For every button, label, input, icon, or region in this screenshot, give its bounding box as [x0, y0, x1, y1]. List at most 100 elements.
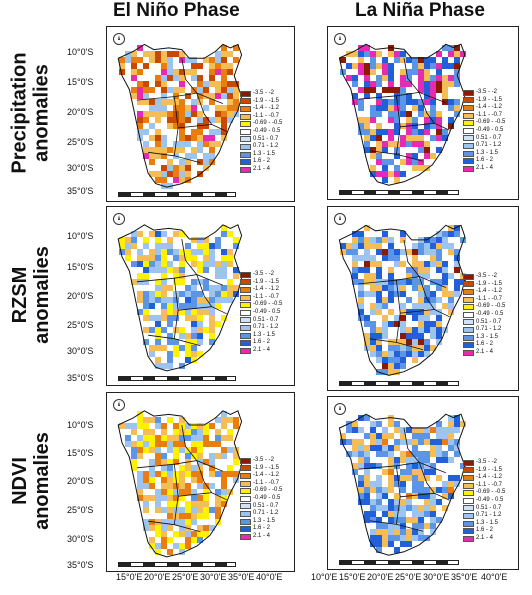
raster-cell: [424, 535, 430, 541]
legend-label: -3.5 - -2: [476, 89, 498, 95]
raster-cell: [412, 357, 418, 363]
raster-cell: [400, 297, 406, 303]
lat-label: 30°0'S: [67, 346, 94, 356]
raster-cell: [185, 285, 191, 291]
raster-cell: [424, 165, 430, 171]
raster-cell: [370, 135, 376, 141]
country-border: [358, 91, 446, 104]
raster-cell: [394, 451, 400, 457]
raster-cell: [448, 117, 454, 123]
raster-cell: [442, 117, 448, 123]
raster-cell: [364, 451, 370, 457]
raster-cell: [406, 153, 412, 159]
raster-cell: [412, 529, 418, 535]
raster-cell: [448, 249, 454, 255]
raster-cell: [412, 427, 418, 433]
legend-item: 0.51 - 0.7: [463, 505, 505, 513]
raster-cell: [436, 487, 442, 493]
raster-cell: [173, 261, 179, 267]
raster-cell: [179, 231, 185, 237]
raster-cell: [215, 111, 221, 117]
raster-cell: [179, 549, 185, 555]
raster-cell: [394, 523, 400, 529]
raster-cell: [382, 51, 388, 57]
raster-cell: [179, 249, 185, 255]
raster-cell: [442, 427, 448, 433]
raster-cell: [454, 415, 460, 421]
raster-cell: [179, 75, 185, 81]
raster-cell: [221, 267, 227, 273]
raster-cell: [418, 457, 424, 463]
raster-cell: [364, 261, 370, 267]
raster-cell: [400, 427, 406, 433]
raster-cell: [364, 309, 370, 315]
raster-cell: [406, 267, 412, 273]
raster-cell: [149, 99, 155, 105]
lat-label: 20°0'S: [67, 291, 94, 301]
raster-cell: [143, 303, 149, 309]
scale-bar: [118, 192, 236, 197]
raster-cell: [412, 487, 418, 493]
raster-cell: [418, 529, 424, 535]
raster-cell: [173, 489, 179, 495]
map-raster: [338, 413, 466, 556]
raster-cell: [424, 123, 430, 129]
raster-cell: [406, 57, 412, 63]
raster-cell: [394, 105, 400, 111]
raster-cell: [358, 469, 364, 475]
scale-bar: [339, 190, 459, 195]
legend-swatch: [240, 166, 251, 173]
raster-cell: [424, 487, 430, 493]
raster-cell: [430, 463, 436, 469]
lat-label: 15°0'S: [67, 262, 94, 272]
raster-cell: [400, 111, 406, 117]
raster-cell: [173, 249, 179, 255]
raster-cell: [227, 285, 233, 291]
raster-cell: [442, 93, 448, 99]
raster-cell: [215, 147, 221, 153]
raster-cell: [340, 237, 346, 243]
raster-cell: [424, 111, 430, 117]
raster-cell: [137, 429, 143, 435]
raster-cell: [382, 541, 388, 547]
raster-cell: [358, 267, 364, 273]
raster-cell: [370, 105, 376, 111]
raster-cell: [388, 177, 394, 183]
raster-cell: [137, 471, 143, 477]
legend-swatch: [240, 294, 251, 301]
raster-cell: [370, 267, 376, 273]
raster-cell: [209, 297, 215, 303]
raster-cell: [352, 469, 358, 475]
raster-cell: [376, 165, 382, 171]
raster-cell: [412, 147, 418, 153]
raster-cell: [227, 267, 233, 273]
raster-cell: [406, 469, 412, 475]
raster-cell: [227, 417, 233, 423]
raster-cell: [424, 81, 430, 87]
raster-cell: [418, 427, 424, 433]
raster-cell: [149, 243, 155, 249]
raster-cell: [436, 315, 442, 321]
raster-cell: [442, 445, 448, 451]
raster-cell: [197, 141, 203, 147]
raster-cell: [221, 459, 227, 465]
raster-cell: [119, 429, 125, 435]
raster-cell: [430, 339, 436, 345]
raster-cell: [155, 159, 161, 165]
raster-cell: [191, 279, 197, 285]
raster-cell: [155, 69, 161, 75]
raster-cell: [179, 129, 185, 135]
raster-cell: [203, 81, 209, 87]
raster-cell: [406, 427, 412, 433]
raster-cell: [125, 261, 131, 267]
legend-item: 2.1 - 4: [240, 166, 282, 174]
raster-cell: [430, 57, 436, 63]
raster-cell: [173, 135, 179, 141]
raster-cell: [197, 117, 203, 123]
raster-cell: [179, 315, 185, 321]
raster-cell: [430, 327, 436, 333]
raster-cell: [155, 357, 161, 363]
raster-cell: [203, 513, 209, 519]
raster-cell: [149, 285, 155, 291]
raster-cell: [137, 231, 143, 237]
